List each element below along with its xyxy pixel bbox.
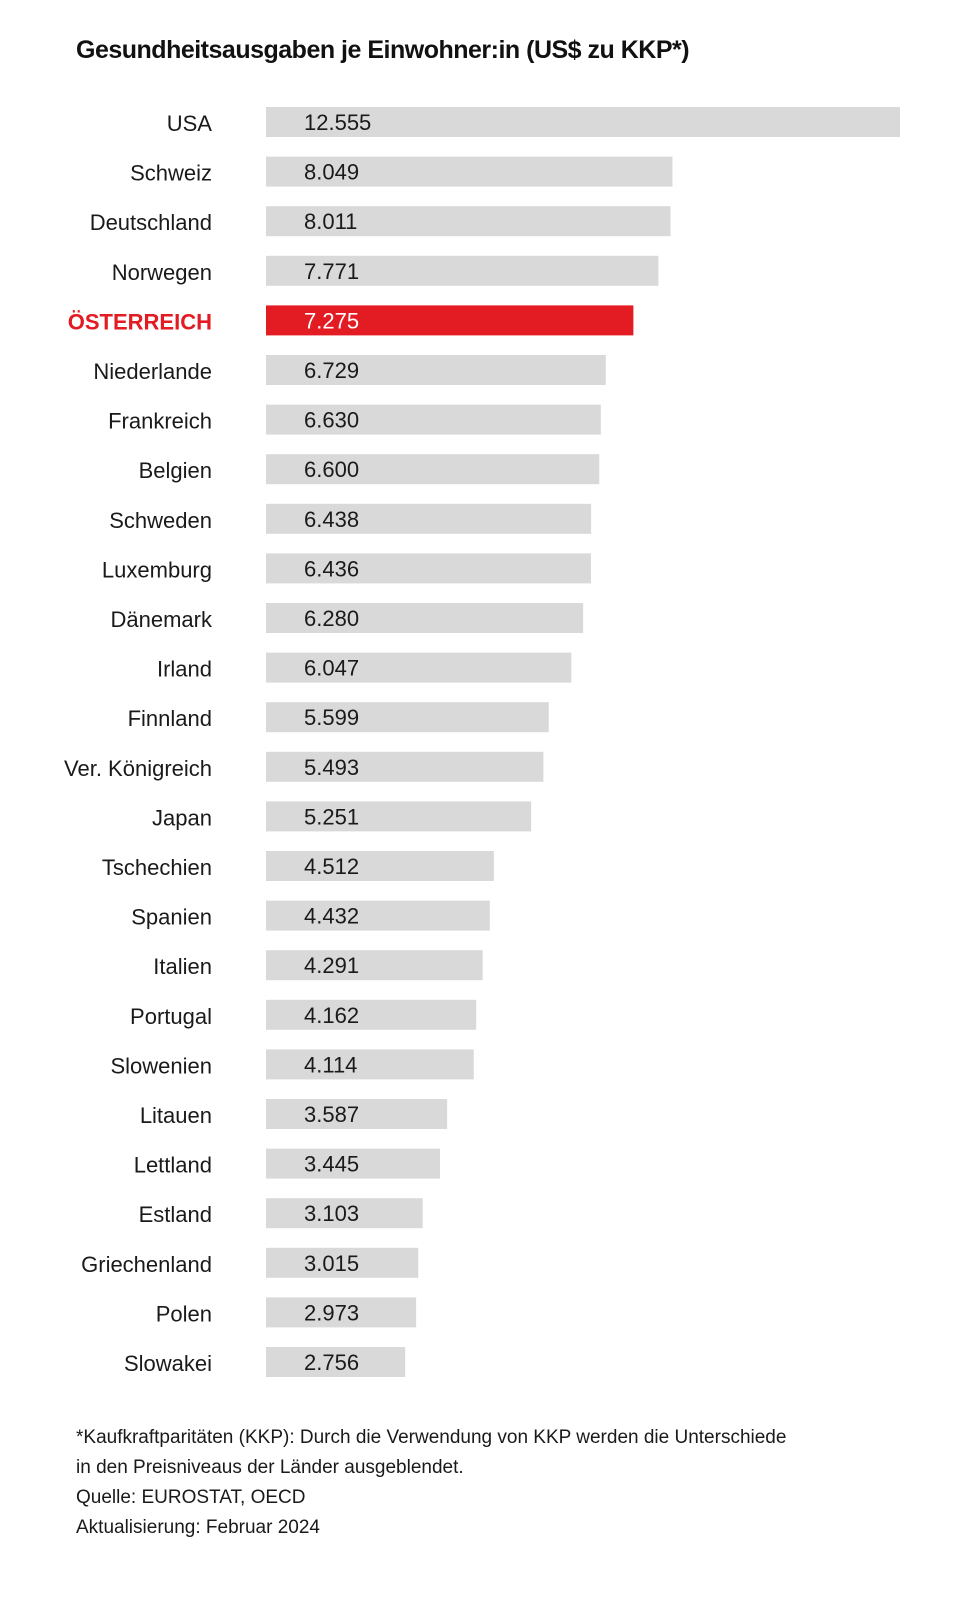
value-label-finnland: 5.599	[304, 705, 359, 730]
value-label-litauen: 3.587	[304, 1102, 359, 1127]
bar-irland	[266, 652, 572, 683]
category-label-portugal: Portugal	[130, 1004, 212, 1029]
bar-usa	[266, 107, 900, 137]
category-label-norwegen: Norwegen	[112, 260, 212, 285]
category-label-daenemark: Dänemark	[111, 607, 213, 632]
value-label-slowenien: 4.114	[304, 1052, 357, 1077]
value-label-italien: 4.291	[304, 953, 359, 978]
bar-portugal	[266, 999, 477, 1030]
category-label-ver-koenigreich: Ver. Königreich	[64, 756, 212, 781]
bar-chart: USA 12.555 Schweiz 8.049 Deutschland 8.011 Nor…	[64, 107, 900, 1377]
bar-norwegen	[266, 255, 659, 286]
bar-tschechien	[266, 851, 494, 881]
bar-luxemburg	[266, 553, 592, 584]
category-label-irland: Irland	[157, 657, 212, 682]
category-label-luxemburg: Luxemburg	[102, 557, 212, 582]
value-label-belgien: 6.600	[304, 457, 359, 482]
category-label-lettland: Lettland	[134, 1153, 212, 1178]
bar-deutschland	[266, 206, 671, 237]
category-label-oesterreich: ÖSTERREICH	[68, 309, 212, 334]
bar-niederlande	[266, 355, 606, 385]
bar-oesterreich	[266, 305, 634, 336]
value-label-estland: 3.103	[304, 1201, 359, 1226]
category-label-finnland: Finnland	[128, 706, 212, 731]
value-label-frankreich: 6.630	[304, 408, 359, 433]
value-label-polen: 2.973	[304, 1300, 359, 1325]
category-label-niederlande: Niederlande	[93, 359, 212, 384]
bar-slowakei	[266, 1347, 406, 1377]
value-label-norwegen: 7.771	[304, 259, 359, 284]
bar-belgien	[266, 454, 600, 485]
bar-italien	[266, 950, 483, 981]
chart-title: Gesundheitsausgaben je Einwohner:in (US$…	[76, 36, 690, 64]
category-label-usa: USA	[167, 111, 213, 136]
bar-lettland	[266, 1148, 440, 1179]
footnote-line-1: *Kaufkraftparitäten (KKP): Durch die Ver…	[76, 1427, 787, 1448]
category-label-estland: Estland	[139, 1202, 212, 1227]
bar-spanien	[266, 900, 490, 931]
value-label-griechenland: 3.015	[304, 1251, 359, 1276]
value-label-schweden: 6.438	[304, 507, 359, 532]
bar-litauen	[266, 1099, 448, 1129]
footnote: *Kaufkraftparitäten (KKP): Durch die Ver…	[76, 1423, 936, 1543]
category-label-italien: Italien	[153, 954, 212, 979]
bar-schweiz	[266, 156, 673, 187]
category-label-japan: Japan	[152, 805, 212, 830]
value-label-niederlande: 6.729	[304, 358, 359, 383]
category-label-slowenien: Slowenien	[110, 1053, 212, 1078]
source-note: Quelle: EUROSTAT, OECD	[76, 1487, 306, 1508]
bar-daenemark	[266, 603, 584, 633]
category-label-schweden: Schweden	[109, 508, 212, 533]
value-label-japan: 5.251	[304, 804, 359, 829]
category-label-schweiz: Schweiz	[130, 161, 212, 186]
bar-schweden	[266, 503, 592, 534]
bar-estland	[266, 1198, 423, 1229]
category-label-spanien: Spanien	[131, 905, 212, 930]
value-label-daenemark: 6.280	[304, 606, 359, 631]
value-label-deutschland: 8.011	[304, 209, 357, 234]
category-label-belgien: Belgien	[139, 458, 212, 483]
category-label-litauen: Litauen	[140, 1103, 212, 1128]
value-label-slowakei: 2.756	[304, 1350, 359, 1375]
category-label-tschechien: Tschechien	[102, 855, 212, 880]
value-label-tschechien: 4.512	[304, 854, 359, 879]
category-label-frankreich: Frankreich	[108, 409, 212, 434]
value-label-spanien: 4.432	[304, 904, 359, 929]
value-label-luxemburg: 6.436	[304, 556, 359, 581]
category-label-griechenland: Griechenland	[81, 1252, 212, 1277]
bar-ver-koenigreich	[266, 751, 544, 782]
value-label-usa: 12.555	[304, 110, 371, 135]
bar-finnland	[266, 702, 549, 733]
category-label-slowakei: Slowakei	[124, 1351, 212, 1376]
value-label-lettland: 3.445	[304, 1152, 359, 1177]
category-label-polen: Polen	[156, 1301, 212, 1326]
value-label-schweiz: 8.049	[304, 160, 359, 185]
bar-japan	[266, 801, 532, 832]
bar-slowenien	[266, 1049, 474, 1080]
update-note: Aktualisierung: Februar 2024	[76, 1517, 320, 1538]
bar-frankreich	[266, 404, 601, 435]
value-label-portugal: 4.162	[304, 1003, 359, 1028]
bar-griechenland	[266, 1247, 419, 1278]
value-label-ver-koenigreich: 5.493	[304, 755, 359, 780]
value-label-irland: 6.047	[304, 656, 359, 681]
footnote-line-2: in den Preisniveaus der Länder ausgeblen…	[76, 1457, 464, 1478]
category-label-deutschland: Deutschland	[90, 210, 212, 235]
value-label-oesterreich: 7.275	[304, 308, 359, 333]
bar-polen	[266, 1297, 417, 1328]
